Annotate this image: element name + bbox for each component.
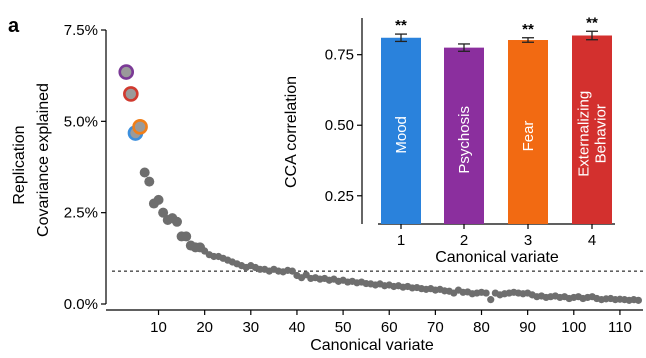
bar-y-tick-label: 0.25 xyxy=(325,188,354,205)
bar xyxy=(572,35,612,224)
bar-label: Mood xyxy=(393,116,410,154)
bar-label: Psychosis xyxy=(456,106,473,174)
data-point xyxy=(158,207,169,218)
bar-label: Behavior xyxy=(593,104,610,163)
bar-y-tick-label: 0.75 xyxy=(325,47,354,64)
x-tick-label: 110 xyxy=(608,319,632,336)
bar-x-tick-label: 1 xyxy=(397,232,405,249)
y-tick-label: 7.5% xyxy=(64,22,98,39)
x-tick-label: 50 xyxy=(335,319,352,336)
bar xyxy=(444,47,484,224)
bar-label: Fear xyxy=(520,121,537,152)
scatter-panel: 0.0% 2.5% 5.0% 7.5% 10 20 30 40 50 60 70 80 90 100 110… xyxy=(35,22,643,354)
bar xyxy=(508,40,548,225)
x-tick-label: 40 xyxy=(289,319,306,336)
x-tick-label: 30 xyxy=(242,319,259,336)
bar-x-tick-label: 4 xyxy=(588,232,596,249)
scatter-plot-area: 0.0% 2.5% 5.0% 7.5% 10 20 30 40 50 60 70 80 90 100 110 xyxy=(64,22,643,336)
x-tick-label: 60 xyxy=(381,319,398,336)
bar-y-tick-label: 0.50 xyxy=(325,117,354,134)
bar-x-axis-label: Canonical variate xyxy=(435,249,559,266)
significance-marker: ** xyxy=(586,14,598,31)
x-axis-label: Canonical variate xyxy=(310,337,434,354)
highlighted-point xyxy=(132,119,148,135)
x-tick-label: 100 xyxy=(561,319,586,336)
x-tick-label: 20 xyxy=(196,319,213,336)
y-tick-label: 5.0% xyxy=(64,113,98,130)
x-tick-label: 80 xyxy=(473,319,490,336)
data-point xyxy=(144,176,155,187)
data-point xyxy=(482,289,490,297)
bar-panel: 0.25 0.50 0.75 1 2 3 4 ** Mood Psychosis ** Fear ** E… xyxy=(270,2,642,266)
data-point xyxy=(181,231,192,242)
data-point xyxy=(171,216,182,227)
highlighted-point xyxy=(118,64,135,80)
data-point xyxy=(139,167,150,178)
x-tick-label: 90 xyxy=(519,319,536,336)
y-tick-label: 0.0% xyxy=(64,296,98,313)
bar-x-tick-label: 2 xyxy=(460,232,468,249)
bar-plot-area: 0.25 0.50 0.75 1 2 3 4 ** Mood Psychosis ** Fear ** E… xyxy=(325,14,615,249)
data-point xyxy=(153,194,164,205)
bar-y-axis-label: CCA correlation xyxy=(283,76,300,188)
significance-marker: ** xyxy=(395,17,407,34)
data-point xyxy=(487,296,495,304)
x-tick-label: 10 xyxy=(150,319,167,336)
bar xyxy=(381,37,421,225)
data-point xyxy=(634,296,642,304)
replication-label: Replication xyxy=(11,125,28,204)
highlighted-point xyxy=(123,86,139,102)
x-tick-label: 70 xyxy=(427,319,444,336)
panel-a-label: a xyxy=(8,15,20,37)
significance-marker: ** xyxy=(522,21,534,38)
data-point xyxy=(288,267,296,275)
y-tick-label: 2.5% xyxy=(64,205,98,222)
bar-x-tick-label: 3 xyxy=(524,232,532,249)
y-axis-label: Covariance explained xyxy=(35,83,52,237)
bar-label: Externalizing xyxy=(576,91,593,177)
